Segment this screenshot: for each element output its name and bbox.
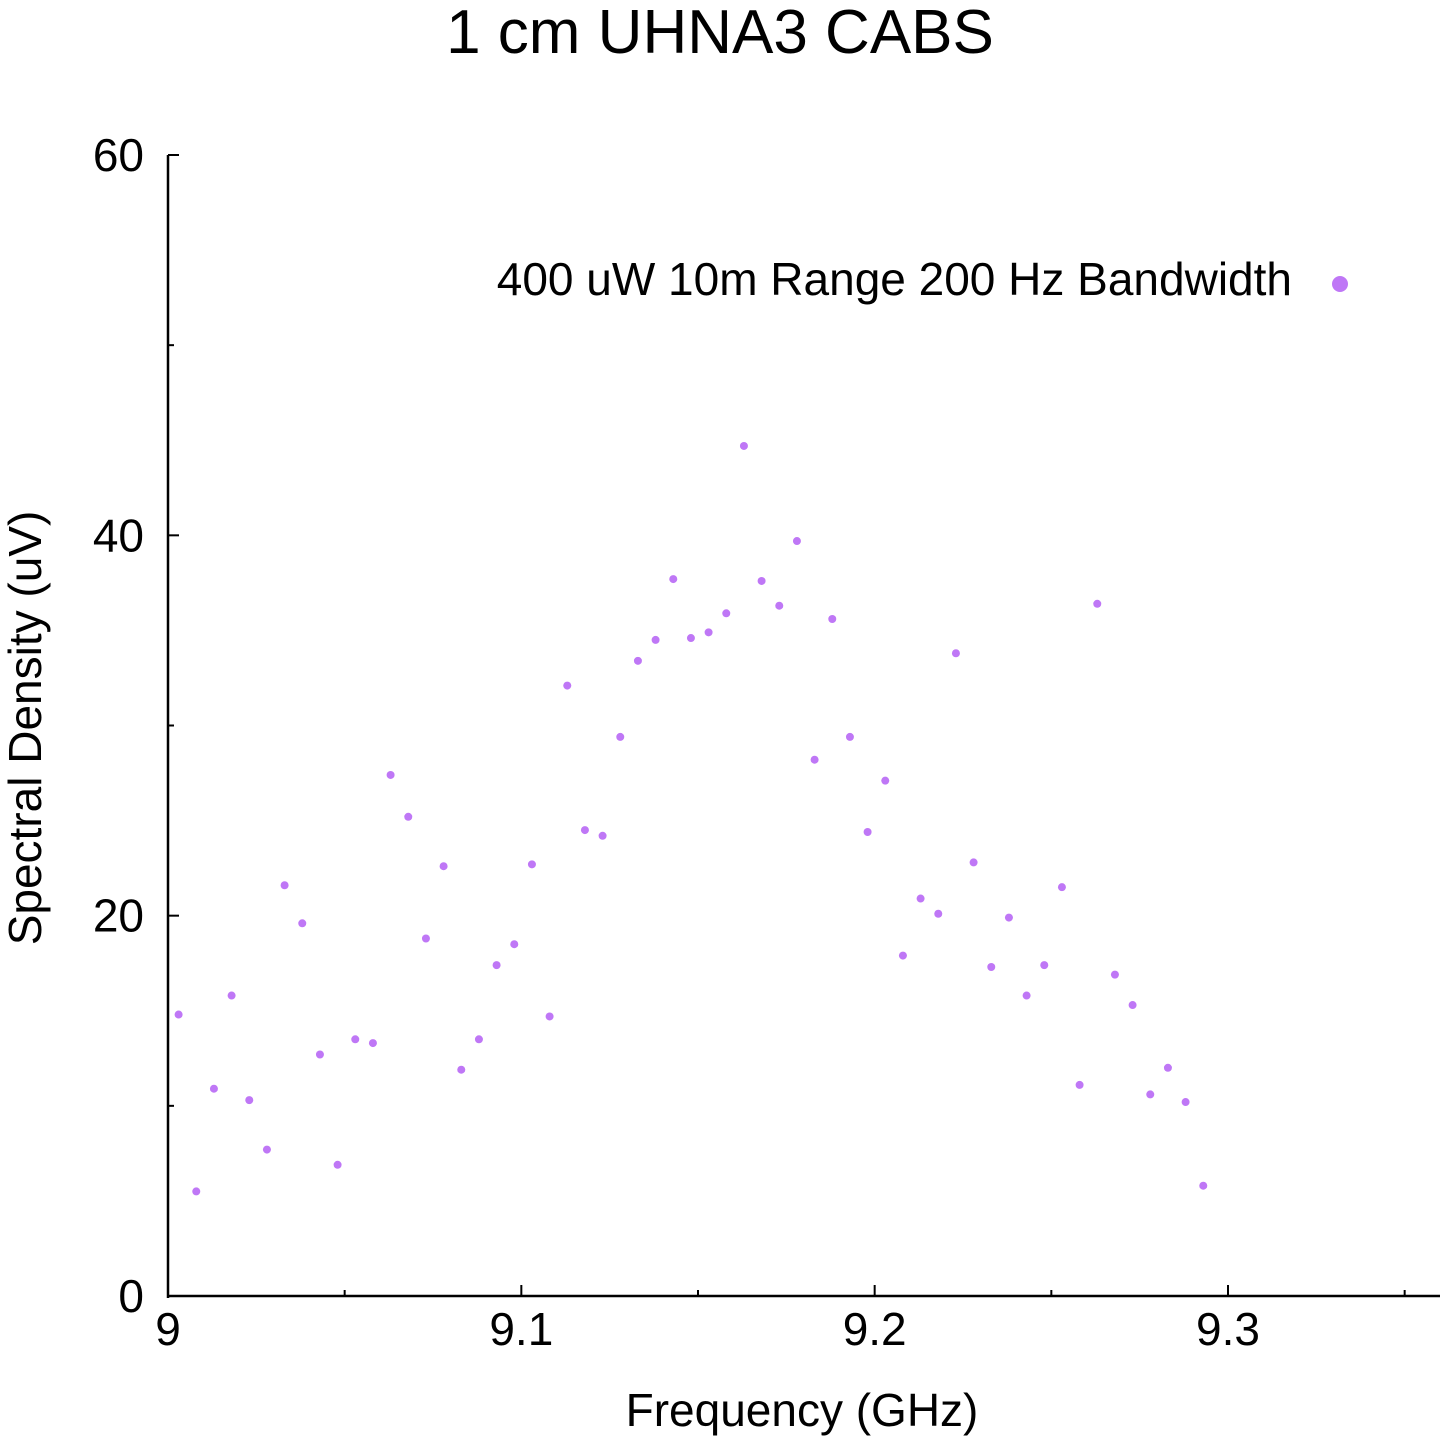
data-point [209, 1084, 218, 1093]
y-tick-label: 60 [93, 129, 144, 181]
data-point [351, 1035, 360, 1044]
data-point [916, 894, 925, 903]
data-point [333, 1160, 342, 1169]
x-tick-label: 9.3 [1196, 1303, 1260, 1355]
legend-marker [1332, 276, 1348, 292]
data-point [580, 826, 589, 835]
data-point [722, 609, 731, 618]
chart-title: 1 cm UHNA3 CABS [446, 0, 994, 67]
data-point [1146, 1090, 1155, 1099]
data-point [810, 755, 819, 764]
data-point [510, 940, 519, 949]
data-point [1110, 970, 1119, 979]
data-points [174, 441, 1208, 1196]
y-tick-label: 20 [93, 890, 144, 942]
data-point [1199, 1181, 1208, 1190]
data-point [315, 1050, 324, 1059]
data-point [174, 1010, 183, 1019]
data-point [669, 575, 678, 584]
data-point [262, 1145, 271, 1154]
data-point [1057, 883, 1066, 892]
data-point [951, 649, 960, 658]
x-axis-label: Frequency (GHz) [626, 1384, 979, 1436]
x-tick-label: 9.1 [489, 1303, 553, 1355]
data-point [739, 441, 748, 450]
data-point [404, 812, 413, 821]
data-point [386, 770, 395, 779]
data-point [492, 961, 501, 970]
data-point [1075, 1080, 1084, 1089]
data-point [1181, 1098, 1190, 1107]
y-tick-label: 0 [118, 1270, 144, 1322]
data-point [1093, 599, 1102, 608]
data-point [881, 776, 890, 785]
data-point [298, 919, 307, 928]
data-point [439, 862, 448, 871]
data-point [1128, 1001, 1137, 1010]
data-point [898, 951, 907, 960]
data-point [934, 909, 943, 918]
data-point [987, 963, 996, 972]
x-tick-label: 9.2 [843, 1303, 907, 1355]
data-point [1163, 1063, 1172, 1072]
ticks [167, 154, 1406, 1297]
data-point [1040, 961, 1049, 970]
data-point [421, 934, 430, 943]
data-point [474, 1035, 483, 1044]
data-point [845, 732, 854, 741]
data-point [1022, 991, 1031, 1000]
data-point [563, 681, 572, 690]
data-point [280, 881, 289, 890]
data-point [227, 991, 236, 1000]
data-point [686, 634, 695, 643]
data-point [704, 628, 713, 637]
data-point [598, 831, 607, 840]
data-point [969, 858, 978, 867]
data-point [192, 1187, 201, 1196]
y-tick-label: 40 [93, 509, 144, 561]
y-axis-label: Spectral Density (uV) [0, 511, 51, 946]
legend-label: 400 uW 10m Range 200 Hz Bandwidth [497, 253, 1292, 305]
data-point [527, 860, 536, 869]
data-point [828, 615, 837, 624]
data-point [792, 537, 801, 546]
data-point [368, 1039, 377, 1048]
data-point [775, 601, 784, 610]
data-point [457, 1065, 466, 1074]
x-tick-label: 9 [155, 1303, 181, 1355]
data-point [633, 656, 642, 665]
legend: 400 uW 10m Range 200 Hz Bandwidth [497, 253, 1348, 305]
data-point [616, 732, 625, 741]
data-point [245, 1096, 254, 1105]
tick-labels: 0 20 40 60 9 9.1 9.2 9.3 [93, 129, 1260, 1355]
data-point [757, 576, 766, 585]
axes [166, 155, 1440, 1298]
data-point [545, 1012, 554, 1021]
data-point [863, 827, 872, 836]
data-point [651, 635, 660, 644]
data-point [1004, 913, 1013, 922]
